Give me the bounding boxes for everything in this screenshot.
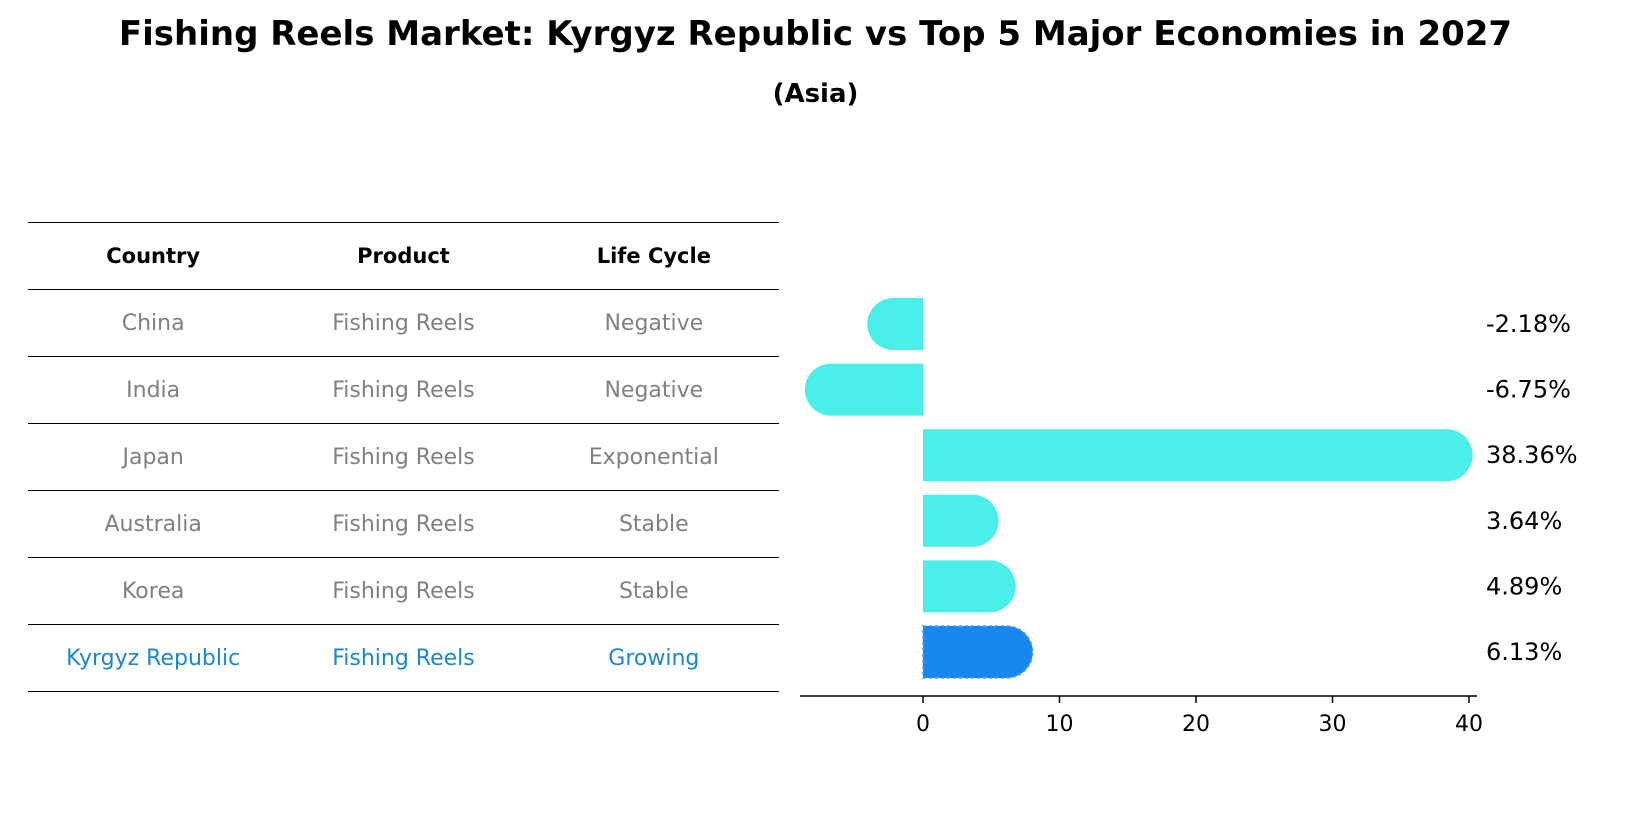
- x-tick-label: 30: [1319, 712, 1347, 737]
- bar-india: [804, 363, 923, 416]
- cell-life-cycle: Exponential: [588, 444, 719, 470]
- cell-product: Fishing Reels: [332, 645, 475, 671]
- cell-country: Australia: [104, 511, 202, 537]
- cell-product: Fishing Reels: [332, 578, 475, 604]
- cell-life-cycle: Growing: [608, 645, 700, 671]
- x-tick-label: 40: [1455, 712, 1483, 737]
- column-header-life-cycle: Life Cycle: [596, 244, 711, 268]
- cell-country: China: [121, 310, 185, 336]
- table-row: China Fishing Reels Negative: [28, 290, 779, 357]
- cell-life-cycle: Negative: [604, 310, 704, 336]
- table-row: Korea Fishing Reels Stable: [28, 558, 779, 625]
- data-label: 4.89%: [1486, 572, 1562, 600]
- data-label: -6.75%: [1486, 376, 1571, 404]
- bar-china: [867, 298, 923, 350]
- chart-title: Fishing Reels Market: Kyrgyz Republic vs…: [118, 14, 1513, 54]
- table-header-row: Country Product Life Cycle: [28, 222, 779, 290]
- table-row: Japan Fishing Reels Exponential: [28, 424, 779, 491]
- cell-country: Korea: [121, 578, 185, 604]
- column-header-country: Country: [106, 244, 201, 268]
- data-label: 6.13%: [1486, 638, 1562, 666]
- data-label: -2.18%: [1486, 310, 1571, 338]
- cell-product: Fishing Reels: [332, 511, 475, 537]
- cell-life-cycle: Stable: [618, 511, 689, 537]
- bar-korea: [923, 560, 1016, 613]
- x-tick-label: 0: [916, 712, 930, 737]
- table-row-highlighted: Kyrgyz Republic Fishing Reels Growing: [28, 625, 779, 692]
- cell-life-cycle: Negative: [604, 377, 704, 403]
- cell-life-cycle: Stable: [618, 578, 689, 604]
- cell-country: Japan: [122, 444, 184, 470]
- x-tick-label: 20: [1182, 712, 1210, 737]
- cell-country: India: [126, 377, 181, 403]
- bar-australia: [923, 494, 999, 547]
- x-tick-label: 10: [1046, 712, 1074, 737]
- data-label: 3.64%: [1486, 507, 1562, 535]
- column-header-product: Product: [357, 244, 450, 268]
- cell-product: Fishing Reels: [332, 377, 475, 403]
- table-row: Australia Fishing Reels Stable: [28, 491, 779, 558]
- chart-subtitle: (Asia): [772, 79, 859, 109]
- cell-product: Fishing Reels: [332, 310, 475, 336]
- cell-product: Fishing Reels: [332, 444, 475, 470]
- data-label: 38.36%: [1486, 441, 1578, 469]
- data-table: Country Product Life Cycle China Fishing…: [28, 222, 779, 692]
- cell-country: Kyrgyz Republic: [66, 645, 241, 671]
- bar-kyrgyz-republic: [922, 625, 1034, 679]
- table-row: India Fishing Reels Negative: [28, 357, 779, 424]
- bar-japan: [923, 429, 1473, 482]
